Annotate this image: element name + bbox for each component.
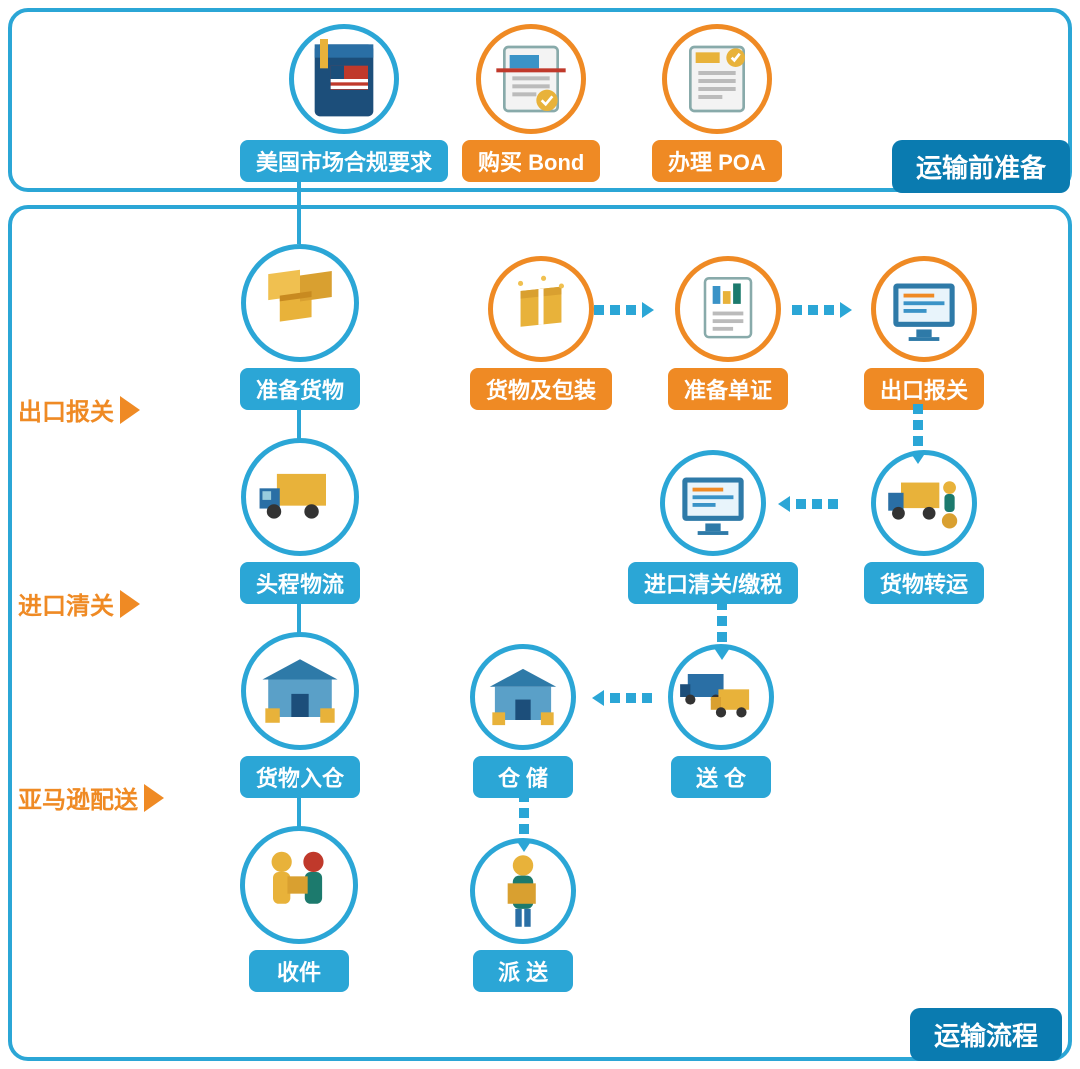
n-import-tax-circle (660, 450, 766, 556)
n-storage: 仓 储 (470, 644, 576, 798)
handover-icon (247, 833, 351, 937)
connector-3 (297, 778, 301, 828)
doc-poa-icon (669, 31, 765, 127)
boxes-icon (248, 251, 352, 355)
n-transfer-label: 货物转运 (864, 562, 984, 604)
n-bond: 购买 Bond (462, 24, 600, 182)
arrow-1 (792, 302, 852, 318)
n-receive-circle (240, 826, 358, 944)
side-tag-0: 出口报关 (18, 392, 140, 427)
n-docs-label: 准备单证 (668, 368, 788, 410)
trucks-icon (675, 651, 767, 743)
doc-bond-icon (483, 31, 579, 127)
person-box-icon (477, 845, 569, 937)
n-poa: 办理 POA (652, 24, 782, 182)
n-receive: 收件 (240, 826, 358, 992)
package-icon (495, 263, 587, 355)
arrow-4 (714, 600, 730, 660)
side-tag-1: 进口清关 (18, 586, 140, 621)
doc-chart-icon (682, 263, 774, 355)
n-bond-circle (476, 24, 586, 134)
n-first-leg: 头程物流 (240, 438, 360, 604)
monitor-icon (878, 263, 970, 355)
arrow-3 (778, 496, 838, 512)
n-us-market: 美国市场合规要求 (240, 24, 448, 182)
flow-section-label: 运输流程 (910, 1008, 1062, 1061)
arrow-2 (910, 404, 926, 464)
n-import-tax: 进口清关/缴税 (628, 450, 798, 604)
n-docs: 准备单证 (668, 256, 788, 410)
n-transfer: 货物转运 (864, 450, 984, 604)
n-to-warehouse-circle (241, 632, 359, 750)
n-docs-circle (675, 256, 781, 362)
truck-icon (248, 445, 352, 549)
n-prepare-goods: 准备货物 (240, 244, 360, 410)
arrow-0 (594, 302, 654, 318)
monitor-icon (667, 457, 759, 549)
connector-2 (297, 584, 301, 634)
n-export-decl: 出口报关 (864, 256, 984, 410)
n-poa-circle (662, 24, 772, 134)
n-export-decl-circle (871, 256, 977, 362)
n-us-market-label: 美国市场合规要求 (240, 140, 448, 182)
arrow-5 (592, 690, 652, 706)
n-storage-circle (470, 644, 576, 750)
n-send-wh: 送 仓 (668, 644, 774, 798)
n-packaging-circle (488, 256, 594, 362)
n-packaging: 货物及包装 (470, 256, 612, 410)
n-receive-label: 收件 (249, 950, 349, 992)
book-flag-icon (296, 31, 392, 127)
side-tag-2: 亚马逊配送 (18, 780, 164, 815)
n-to-warehouse: 货物入仓 (240, 632, 360, 798)
n-send-wh-label: 送 仓 (671, 756, 771, 798)
connector-0 (297, 174, 301, 244)
truck-load-icon (878, 457, 970, 549)
prep-section-label: 运输前准备 (892, 140, 1070, 193)
n-delivery: 派 送 (470, 838, 576, 992)
warehouse-icon (248, 639, 352, 743)
n-delivery-circle (470, 838, 576, 944)
n-poa-label: 办理 POA (652, 140, 782, 182)
n-bond-label: 购买 Bond (462, 140, 600, 182)
n-transfer-circle (871, 450, 977, 556)
n-delivery-label: 派 送 (473, 950, 573, 992)
n-packaging-label: 货物及包装 (470, 368, 612, 410)
n-us-market-circle (289, 24, 399, 134)
warehouse-icon (477, 651, 569, 743)
n-prepare-goods-circle (241, 244, 359, 362)
n-first-leg-circle (241, 438, 359, 556)
n-import-tax-label: 进口清关/缴税 (628, 562, 798, 604)
connector-1 (297, 390, 301, 440)
arrow-6 (516, 792, 532, 852)
